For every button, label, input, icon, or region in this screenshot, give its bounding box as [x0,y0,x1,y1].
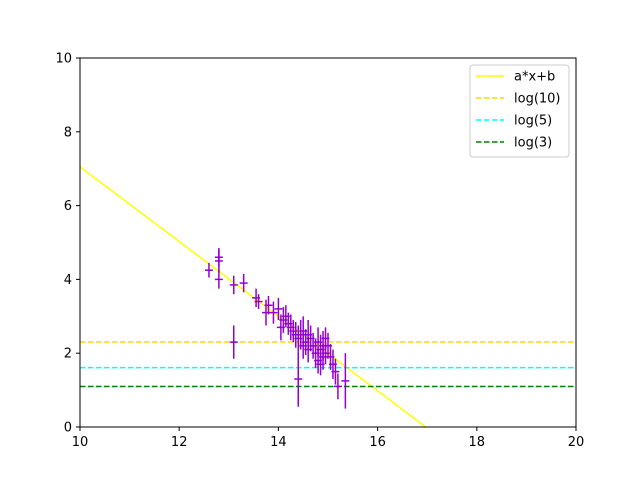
y-tick-label: 10 [55,52,72,67]
plot-series-group [80,166,576,427]
data-point [204,262,213,278]
y-tick-label: 0 [64,421,72,436]
data-point [331,358,340,385]
x-tick-label: 20 [568,435,585,450]
data-point [254,294,263,309]
data-point [239,273,248,293]
data-point [341,353,350,409]
legend-label: log(10) [514,92,561,107]
y-tick-label: 2 [64,347,72,362]
legend-label: log(3) [514,136,552,151]
data-point [214,248,223,267]
data-point [229,325,238,359]
plot-area [80,166,576,427]
legend: a*x+b log(10) log(5) log(3) [469,64,570,158]
x-tick-label: 18 [469,435,486,450]
legend-label: a*x+b [514,70,555,85]
data-point [264,296,273,315]
data-point [269,301,278,324]
data-point [333,373,342,400]
x-tick-label: 14 [270,435,287,450]
y-tick-label: 8 [64,125,72,140]
fit-line [80,166,427,427]
axes-frame [79,57,577,428]
axes: 10 12 14 16 18 20 0 2 4 6 8 10 [55,52,584,451]
data-point [274,297,283,320]
data-point [214,270,223,289]
data-point [229,275,238,295]
y-tick-label: 4 [64,273,72,288]
legend-box [469,64,570,158]
x-tick-label: 16 [369,435,386,450]
x-tick-label: 12 [171,435,188,450]
x-tick-label: 10 [72,435,89,450]
data-point [294,351,303,407]
legend-label: log(5) [514,114,552,129]
y-tick-label: 6 [64,199,72,214]
